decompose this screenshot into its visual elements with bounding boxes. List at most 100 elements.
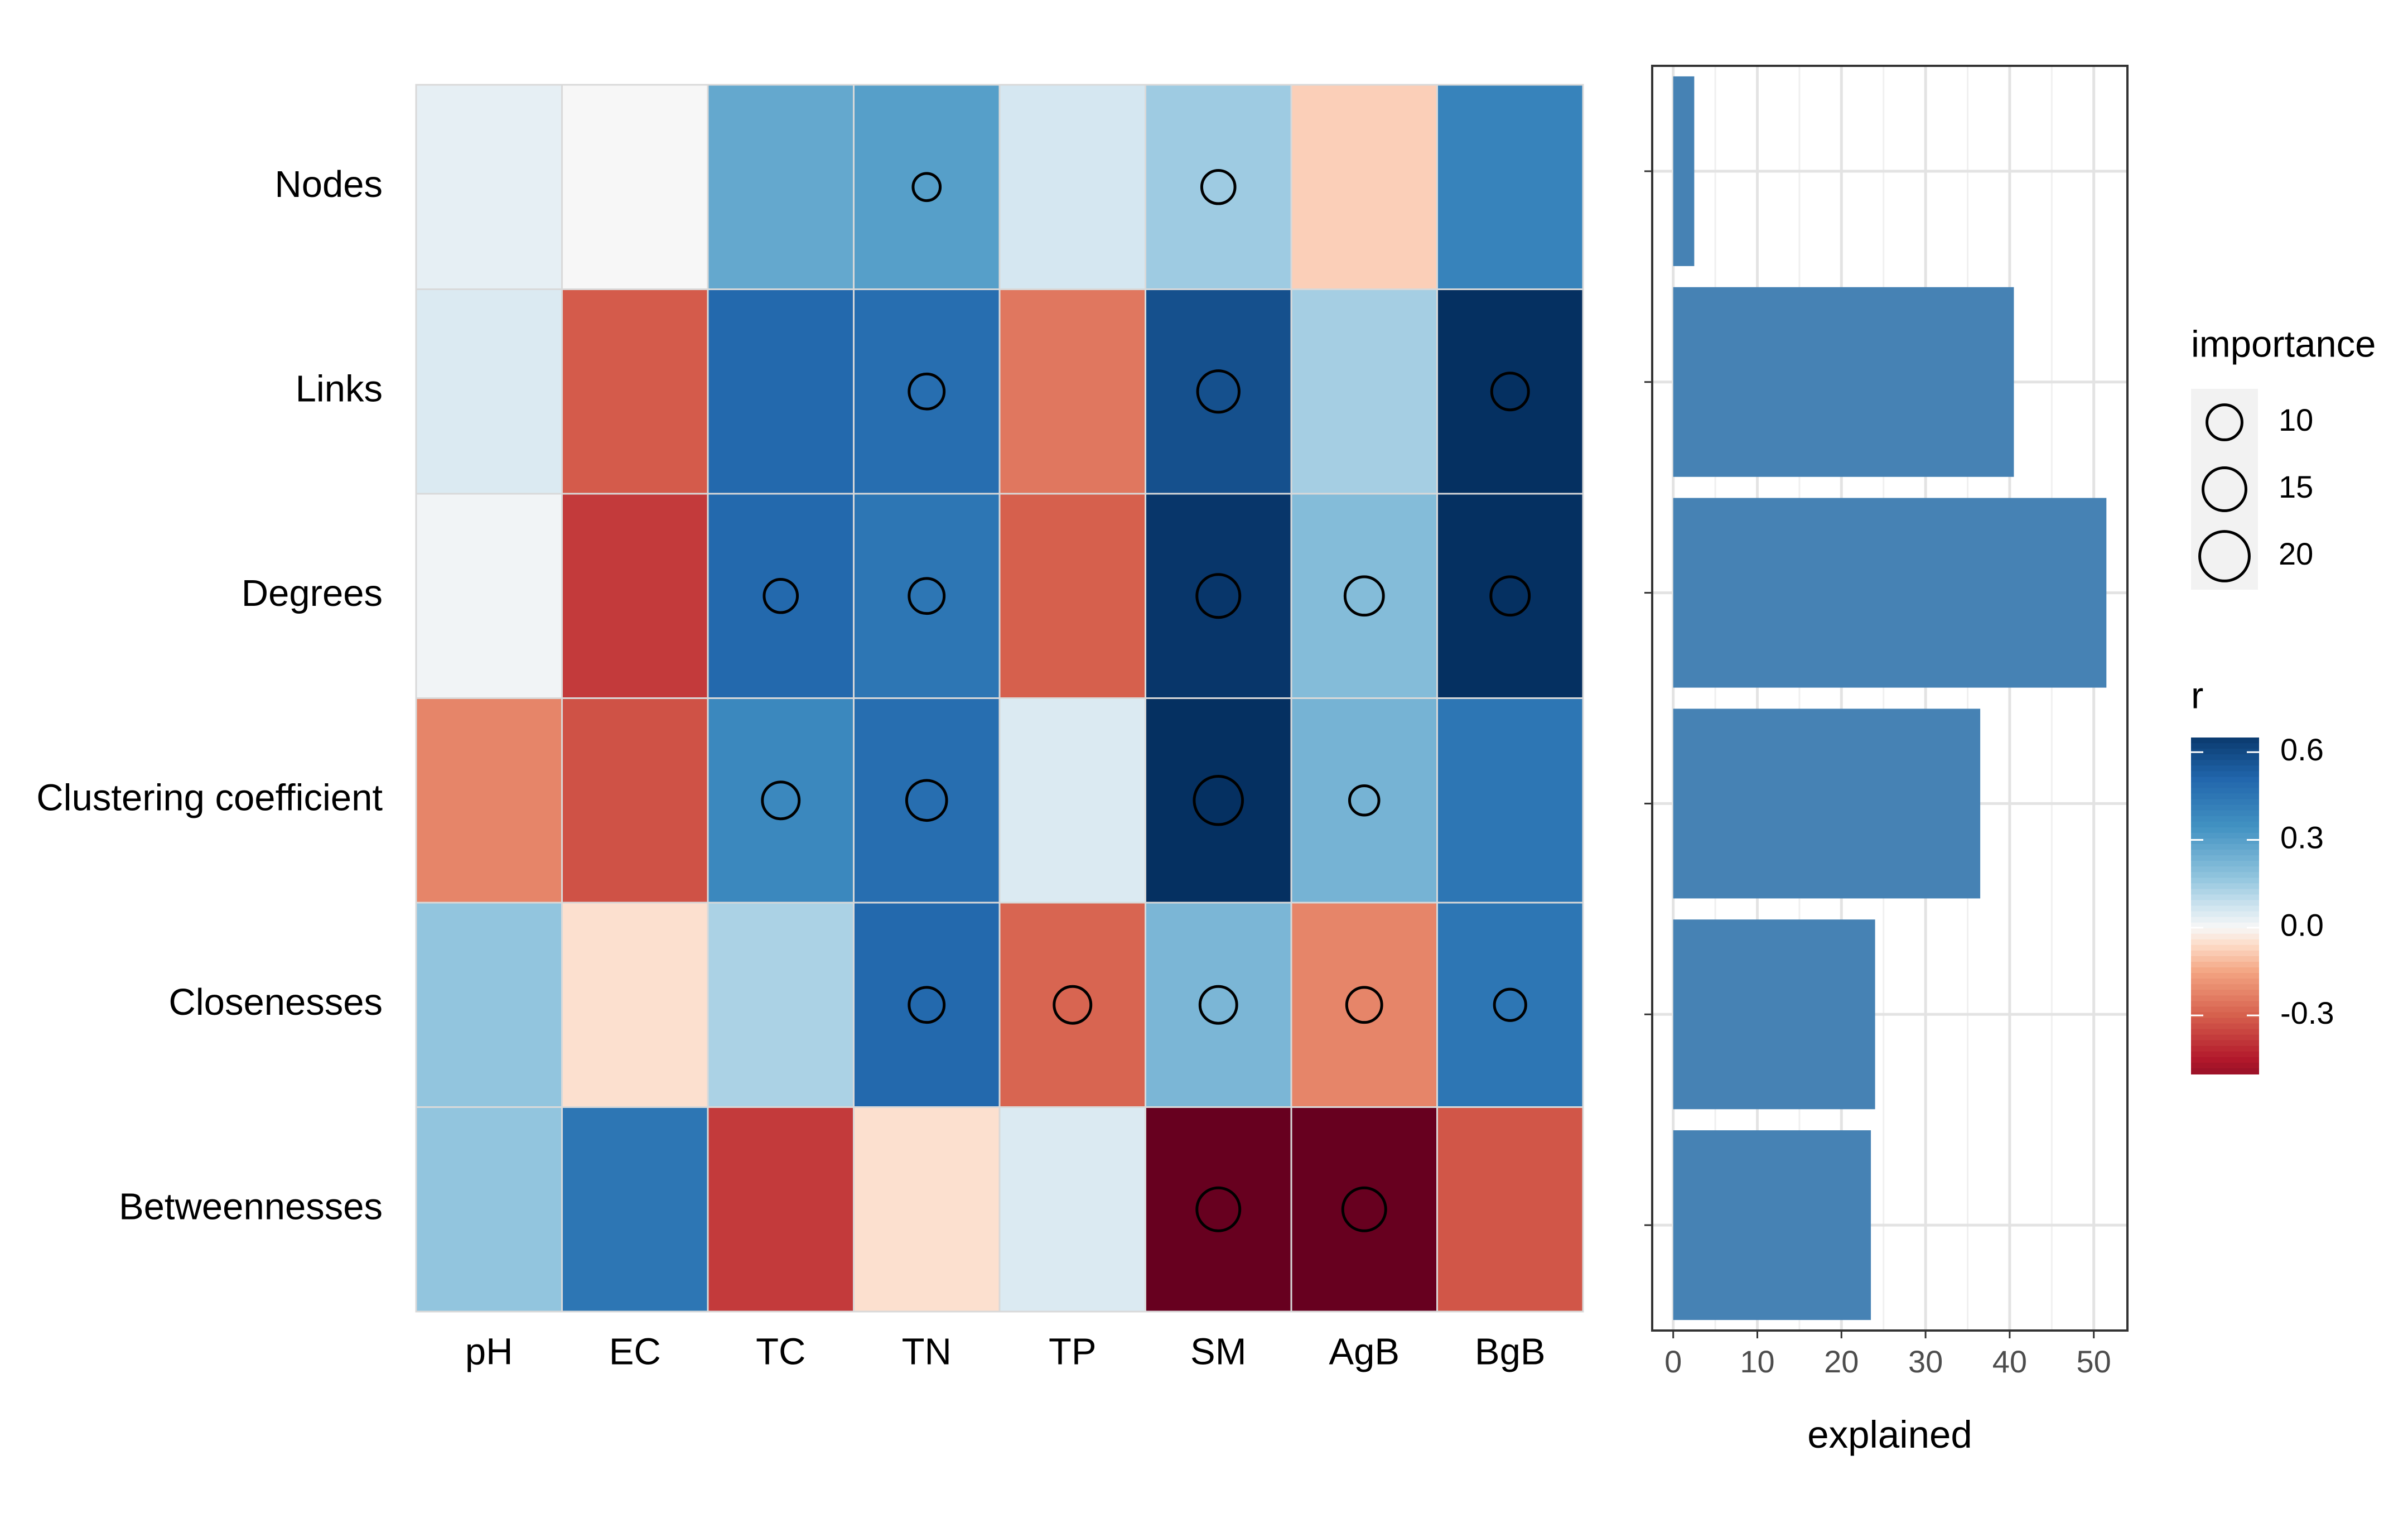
- colorbar-segment: [2191, 1057, 2259, 1063]
- colorbar-segment: [2191, 855, 2259, 862]
- importance-circle: [1053, 985, 1093, 1025]
- heatmap-cell: [853, 697, 1001, 904]
- bar-betweennesses: [1673, 1130, 1871, 1320]
- colorbar-segment: [2191, 883, 2259, 890]
- column-label-tn: TN: [902, 1331, 952, 1373]
- x-tick-label: 30: [1908, 1344, 1943, 1379]
- heatmap-cell: [707, 902, 855, 1108]
- colorbar-segment: [2191, 878, 2259, 884]
- colorbar-segment: [2191, 917, 2259, 923]
- legend-key-background: [2191, 523, 2258, 590]
- heatmap-cell: [1436, 1106, 1584, 1313]
- heatmap-cell: [853, 84, 1001, 290]
- importance-legend-title: importance: [2191, 324, 2376, 365]
- row-label-closenesses: Closenesses: [168, 981, 383, 1023]
- heatmap-cell: [1145, 697, 1292, 904]
- colorbar-segment: [2191, 995, 2259, 1002]
- heatmap-cell: [1290, 288, 1438, 495]
- row-label-betweennesses: Betweennesses: [119, 1185, 383, 1227]
- legend-key-circle: [2206, 403, 2243, 441]
- colorbar-segment: [2191, 967, 2259, 974]
- colorbar-segment: [2191, 771, 2259, 778]
- legend-key-label: 20: [2279, 536, 2313, 571]
- colorbar-segment: [2191, 788, 2259, 794]
- column-label-bgb: BgB: [1475, 1331, 1546, 1373]
- colorbar-tick-label: 0.3: [2280, 820, 2324, 855]
- heatmap-cell: [561, 288, 709, 495]
- heatmap-cell: [415, 902, 563, 1108]
- colorbar-segment: [2191, 979, 2259, 985]
- heatmap-cell: [1290, 1106, 1438, 1313]
- heatmap-cell: [1290, 493, 1438, 699]
- colorbar-segment: [2191, 850, 2259, 856]
- heatmap-cell: [998, 288, 1146, 495]
- bar-closenesses: [1673, 919, 1875, 1110]
- heatmap-cell: [707, 493, 855, 699]
- colorbar-segment: [2191, 956, 2259, 962]
- heatmap-cell: [853, 493, 1001, 699]
- x-tick-label: 40: [1992, 1344, 2027, 1379]
- colorbar-segment: [2191, 861, 2259, 867]
- heatmap-cell: [415, 697, 563, 904]
- legend-key-label: 10: [2279, 402, 2313, 437]
- heatmap-cell: [1145, 84, 1292, 290]
- importance-circle: [1200, 168, 1237, 205]
- heatmap-cell: [1145, 493, 1292, 699]
- importance-circle: [1493, 987, 1527, 1022]
- colorbar-segment: [2191, 782, 2259, 789]
- heatmap-cell: [1436, 288, 1584, 495]
- colorbar-segment: [2191, 928, 2259, 934]
- column-label-ec: EC: [609, 1331, 661, 1373]
- x-tick-label: 50: [2077, 1344, 2111, 1379]
- colorbar-segment: [2191, 922, 2259, 929]
- row-label-nodes: Nodes: [274, 163, 383, 205]
- heatmap-cell: [853, 288, 1001, 495]
- x-tick-label: 0: [1664, 1344, 1682, 1379]
- heatmap-cell: [707, 288, 855, 495]
- colorbar-segment: [2191, 1040, 2259, 1047]
- importance-circle: [908, 372, 946, 411]
- heatmap-cell: [415, 493, 563, 699]
- heatmap-cell: [1290, 84, 1438, 290]
- heatmap-cell: [1145, 1106, 1292, 1313]
- colorbar-segment: [2191, 950, 2259, 957]
- colorbar-segment: [2191, 832, 2259, 839]
- legend-key-circle: [2198, 530, 2251, 582]
- row-label-links: Links: [296, 368, 383, 409]
- colorbar-segment: [2191, 844, 2259, 850]
- heatmap-cell: [1436, 697, 1584, 904]
- importance-circle: [1348, 784, 1381, 817]
- colorbar-segment: [2191, 905, 2259, 912]
- colorbar-segment: [2191, 939, 2259, 946]
- heatmap-cell: [561, 697, 709, 904]
- legend-key-label: 15: [2279, 469, 2313, 504]
- x-axis-title: explained: [1807, 1413, 1972, 1456]
- colorbar-segment: [2191, 944, 2259, 951]
- importance-circle: [911, 172, 942, 203]
- heatmap-cell: [853, 902, 1001, 1108]
- importance-circle: [1343, 575, 1385, 617]
- legend-key-circle: [2202, 466, 2247, 512]
- heatmap-cell: [1145, 288, 1292, 495]
- colorbar-segment: [2191, 1029, 2259, 1035]
- bar-panel-background: [1652, 66, 2127, 1331]
- colorbar-segment: [2191, 1001, 2259, 1008]
- colorbar-segment: [2191, 1068, 2259, 1074]
- bar-degrees: [1673, 498, 2107, 688]
- colorbar-segment: [2191, 866, 2259, 873]
- colorbar-segment: [2191, 749, 2259, 755]
- heatmap-cell: [561, 1106, 709, 1313]
- heatmap-cell: [561, 84, 709, 290]
- colorbar-segment: [2191, 990, 2259, 996]
- column-label-sm: SM: [1190, 1331, 1247, 1373]
- colorbar-segment: [2191, 810, 2259, 817]
- colorbar-segment: [2191, 894, 2259, 901]
- colorbar-segment: [2191, 900, 2259, 907]
- heatmap-cell: [1290, 902, 1438, 1108]
- heatmap-cell: [998, 1106, 1146, 1313]
- colorbar-tick-label: 0.6: [2280, 732, 2324, 767]
- importance-circle: [763, 577, 799, 614]
- row-label-degrees: Degrees: [242, 572, 383, 614]
- heatmap-cell: [1436, 493, 1584, 699]
- legend-key-background: [2191, 456, 2258, 523]
